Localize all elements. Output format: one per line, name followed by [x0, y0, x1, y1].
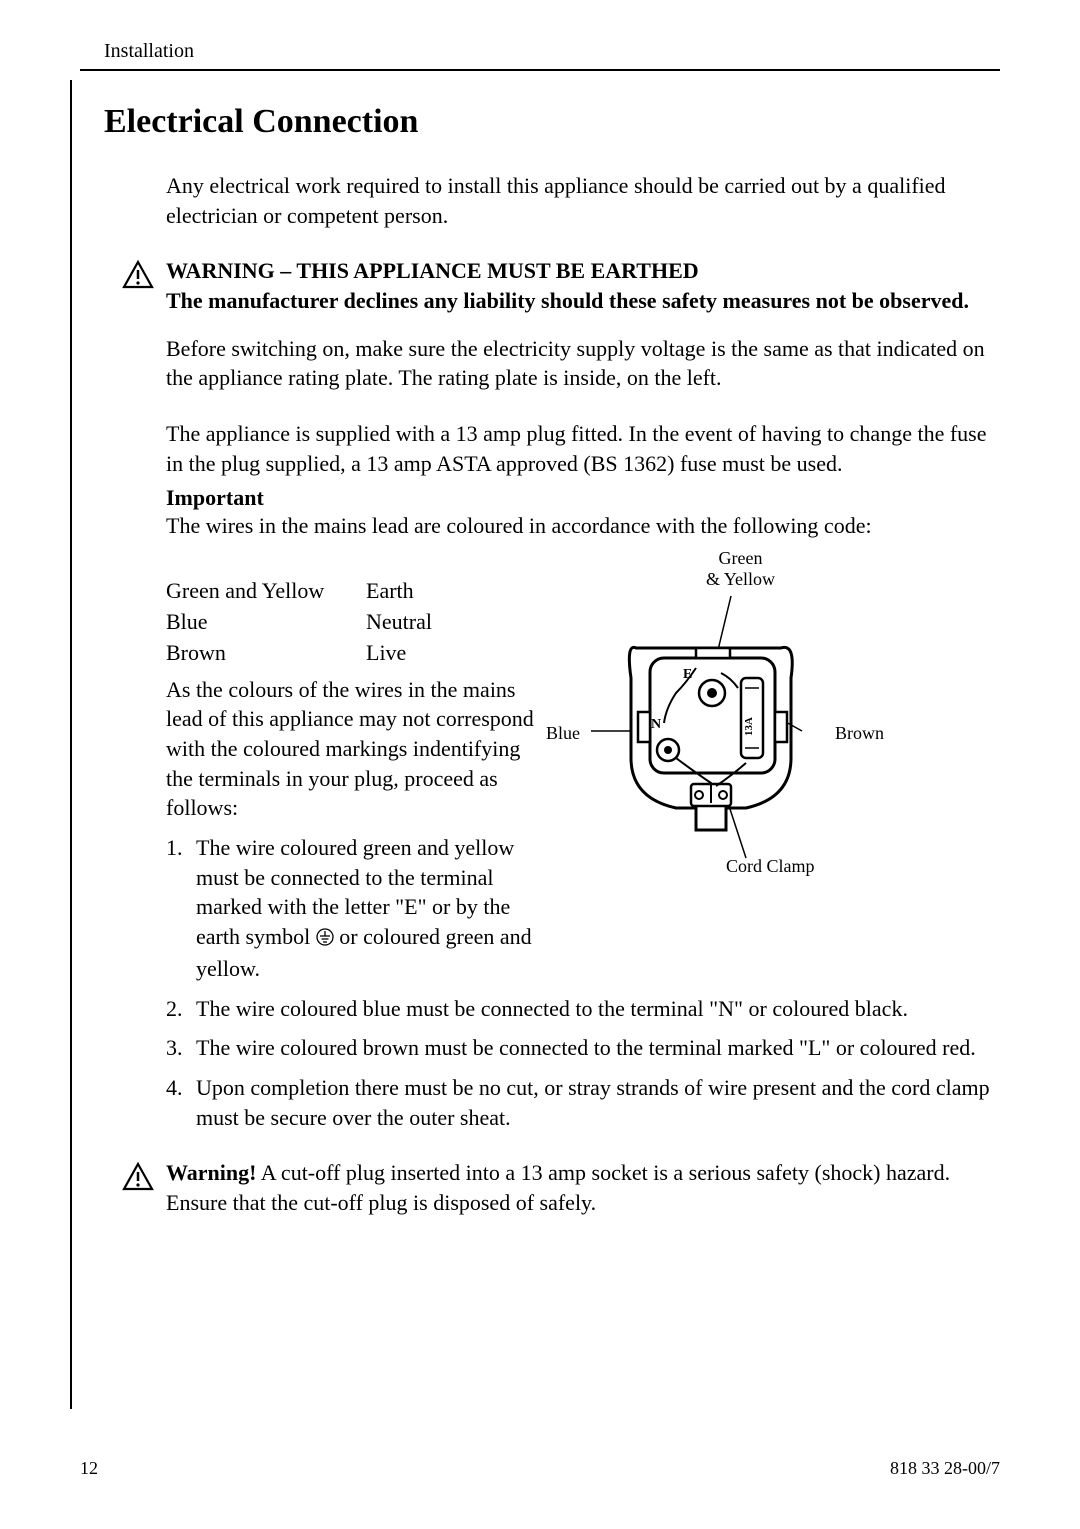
page-margin-rule [70, 80, 72, 1409]
important-label: Important [166, 485, 1000, 511]
wire-colour: Blue [166, 607, 366, 638]
list-number: 3. [166, 1033, 196, 1063]
intro-paragraph: Any electrical work required to install … [166, 171, 1000, 230]
terminal-n-label: N [651, 717, 661, 732]
diagram-label-top: Green& Yellow [706, 548, 775, 590]
wires-paragraph: The wires in the mains lead are coloured… [166, 511, 1000, 541]
warning-block-2: Warning! A cut-off plug inserted into a … [122, 1158, 1000, 1217]
fuse-paragraph: The appliance is supplied with a 13 amp … [166, 419, 1000, 478]
earth-symbol-icon [316, 924, 334, 954]
document-ref: 818 33 28-00/7 [890, 1458, 1000, 1479]
list-item: 1. The wire coloured green and yellow mu… [166, 833, 536, 984]
list-item: 4. Upon completion there must be no cut,… [166, 1073, 1000, 1132]
list-number: 4. [166, 1073, 196, 1132]
warning-block-1: WARNING – THIS APPLIANCE MUST BE EARTHED… [122, 256, 1000, 315]
fuse-label: 13A [743, 717, 755, 736]
list-item: 2. The wire coloured blue must be connec… [166, 994, 1000, 1024]
warning-icon [122, 260, 154, 295]
page-number: 12 [80, 1458, 98, 1479]
list-text: The wire coloured green and yellow must … [196, 833, 536, 984]
wire-meaning: Earth [366, 576, 414, 607]
table-row: Blue Neutral [166, 607, 536, 638]
page-title: Electrical Connection [104, 103, 1000, 141]
diagram-label-right: Brown [835, 723, 884, 744]
warning-icon [122, 1162, 154, 1197]
table-row: Brown Live [166, 638, 536, 669]
colours-paragraph: As the colours of the wires in the mains… [166, 675, 536, 823]
diagram-label-left: Blue [546, 723, 580, 744]
header-section-label: Installation [80, 40, 1000, 69]
wire-colour: Green and Yellow [166, 576, 366, 607]
warning-subtitle: The manufacturer declines any liability … [166, 286, 969, 316]
wire-colour-table: Green and Yellow Earth Blue Neutral Brow… [166, 576, 536, 668]
wire-colour: Brown [166, 638, 366, 669]
voltage-paragraph: Before switching on, make sure the elect… [166, 334, 1000, 393]
wire-meaning: Neutral [366, 607, 432, 638]
plug-diagram-svg: E N 13A [546, 548, 876, 888]
wire-meaning: Live [366, 638, 406, 669]
list-text: Upon completion there must be no cut, or… [196, 1073, 1000, 1132]
table-row: Green and Yellow Earth [166, 576, 536, 607]
diagram-label-bottom: Cord Clamp [726, 856, 815, 877]
list-text: The wire coloured brown must be connecte… [196, 1033, 976, 1063]
warning2-text: Warning! A cut-off plug inserted into a … [166, 1158, 1000, 1217]
list-item: 3. The wire coloured brown must be conne… [166, 1033, 1000, 1063]
list-number: 2. [166, 994, 196, 1024]
warning-title: WARNING – THIS APPLIANCE MUST BE EARTHED [166, 256, 969, 286]
list-text: The wire coloured blue must be connected… [196, 994, 908, 1024]
list-number: 1. [166, 833, 196, 984]
header-rule [80, 69, 1000, 71]
plug-wiring-diagram: Green& Yellow Blue Brown Cord Clamp [546, 548, 876, 888]
